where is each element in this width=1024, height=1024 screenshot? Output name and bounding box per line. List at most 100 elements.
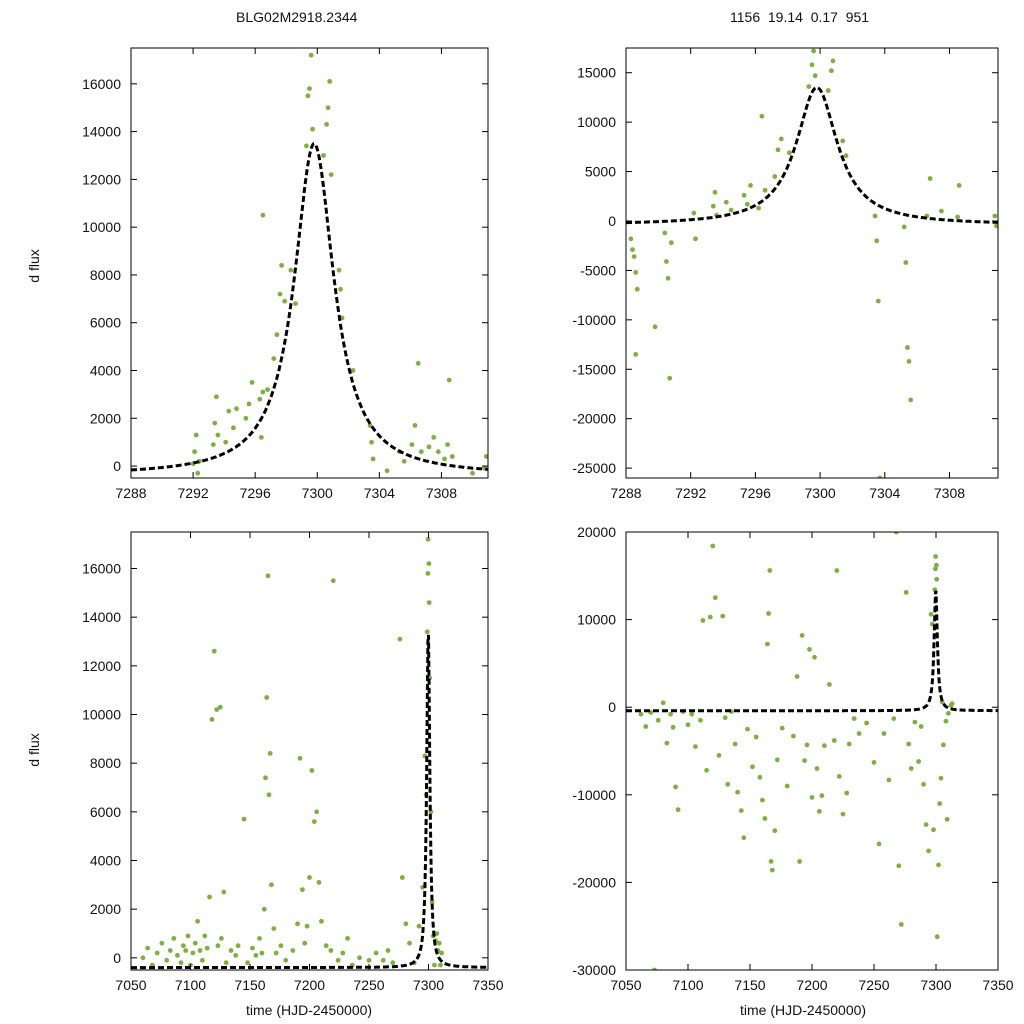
panel-3-xlabel: time (HJD-2450000) bbox=[246, 1002, 373, 1018]
data-point bbox=[748, 183, 753, 188]
data-point bbox=[633, 270, 639, 275]
data-point bbox=[259, 435, 264, 440]
data-point bbox=[431, 435, 437, 440]
data-point bbox=[226, 408, 232, 414]
data-point bbox=[385, 948, 391, 953]
data-point bbox=[931, 827, 936, 833]
x-tick-label: 7304 bbox=[364, 485, 395, 501]
x-tick-label: 7200 bbox=[294, 977, 325, 993]
data-point bbox=[840, 138, 846, 144]
axes-frame bbox=[625, 47, 999, 479]
data-points bbox=[626, 532, 998, 970]
data-point bbox=[809, 795, 815, 800]
data-point bbox=[700, 618, 706, 623]
data-point bbox=[814, 766, 820, 771]
data-point bbox=[732, 741, 738, 747]
data-point bbox=[812, 654, 817, 660]
data-point bbox=[290, 948, 296, 953]
data-point bbox=[269, 882, 274, 888]
data-point bbox=[843, 153, 849, 159]
x-tick-label: 7100 bbox=[175, 977, 206, 993]
data-point bbox=[768, 859, 774, 864]
data-point bbox=[893, 532, 899, 535]
x-tick-label: 7288 bbox=[610, 485, 641, 501]
data-point bbox=[274, 332, 280, 338]
x-tick-label: 7288 bbox=[115, 485, 146, 501]
data-point bbox=[338, 286, 343, 292]
y-tick-label: 0 bbox=[113, 950, 121, 966]
data-point bbox=[811, 48, 816, 54]
data-point bbox=[693, 236, 698, 242]
data-point bbox=[418, 449, 424, 455]
data-point bbox=[896, 863, 902, 869]
data-point bbox=[300, 887, 305, 893]
data-point bbox=[190, 950, 196, 956]
data-point bbox=[283, 957, 289, 963]
data-point bbox=[992, 213, 998, 219]
data-point bbox=[875, 298, 881, 304]
x-tick-label: 7200 bbox=[796, 977, 827, 993]
data-point bbox=[316, 880, 322, 885]
data-point bbox=[253, 953, 259, 958]
data-point bbox=[140, 955, 146, 961]
data-point bbox=[234, 406, 239, 412]
y-tick-label: 4000 bbox=[90, 853, 121, 869]
x-tick-label: 7350 bbox=[982, 977, 1013, 993]
data-point bbox=[864, 720, 869, 726]
data-point bbox=[807, 647, 812, 652]
panel-2-title: 1156 19.14 0.17 951 bbox=[730, 9, 870, 25]
y-tick-label: 12000 bbox=[82, 658, 121, 674]
data-point bbox=[756, 205, 761, 211]
data-point bbox=[898, 922, 904, 927]
data-point bbox=[741, 192, 747, 198]
data-point bbox=[425, 536, 431, 542]
data-point bbox=[946, 710, 951, 716]
data-point bbox=[769, 867, 775, 873]
data-point bbox=[877, 475, 883, 478]
data-point bbox=[928, 611, 934, 617]
y-tick-label: 6000 bbox=[90, 804, 121, 820]
data-point bbox=[288, 267, 294, 273]
data-points bbox=[626, 48, 998, 478]
data-point bbox=[912, 719, 918, 725]
y-tick-label: 15000 bbox=[577, 65, 616, 81]
x-tick-label: 7300 bbox=[805, 485, 836, 501]
data-point bbox=[380, 957, 386, 963]
data-point bbox=[631, 254, 637, 259]
data-point bbox=[836, 774, 842, 779]
data-point bbox=[279, 263, 284, 268]
model-curve bbox=[131, 142, 488, 472]
y-tick-label: 16000 bbox=[82, 561, 121, 577]
data-point bbox=[214, 394, 219, 400]
data-point bbox=[712, 189, 718, 195]
data-point bbox=[872, 213, 878, 219]
data-point bbox=[638, 711, 644, 717]
data-points bbox=[131, 536, 488, 970]
y-tick-label: -30000 bbox=[572, 962, 616, 978]
data-point bbox=[211, 648, 217, 654]
data-point bbox=[243, 415, 249, 421]
data-point bbox=[667, 375, 673, 381]
data-point bbox=[308, 52, 314, 58]
data-point bbox=[195, 918, 201, 924]
data-point bbox=[345, 936, 350, 941]
data-point bbox=[366, 957, 372, 963]
y-tick-label: 0 bbox=[608, 699, 616, 715]
data-point bbox=[412, 423, 418, 428]
data-point bbox=[167, 948, 173, 953]
data-point bbox=[263, 775, 268, 781]
y-tick-label: -25000 bbox=[572, 460, 616, 476]
data-point bbox=[918, 724, 924, 729]
data-point bbox=[691, 210, 697, 216]
y-tick-label: 10000 bbox=[577, 612, 616, 628]
data-point bbox=[265, 573, 271, 579]
data-point bbox=[791, 733, 796, 739]
data-point bbox=[241, 816, 247, 822]
x-tick-label: 7300 bbox=[302, 485, 333, 501]
data-point bbox=[277, 291, 283, 297]
data-point bbox=[445, 442, 450, 447]
data-point bbox=[757, 774, 763, 780]
data-point bbox=[804, 742, 810, 748]
data-point bbox=[772, 174, 778, 179]
data-point bbox=[202, 933, 208, 939]
